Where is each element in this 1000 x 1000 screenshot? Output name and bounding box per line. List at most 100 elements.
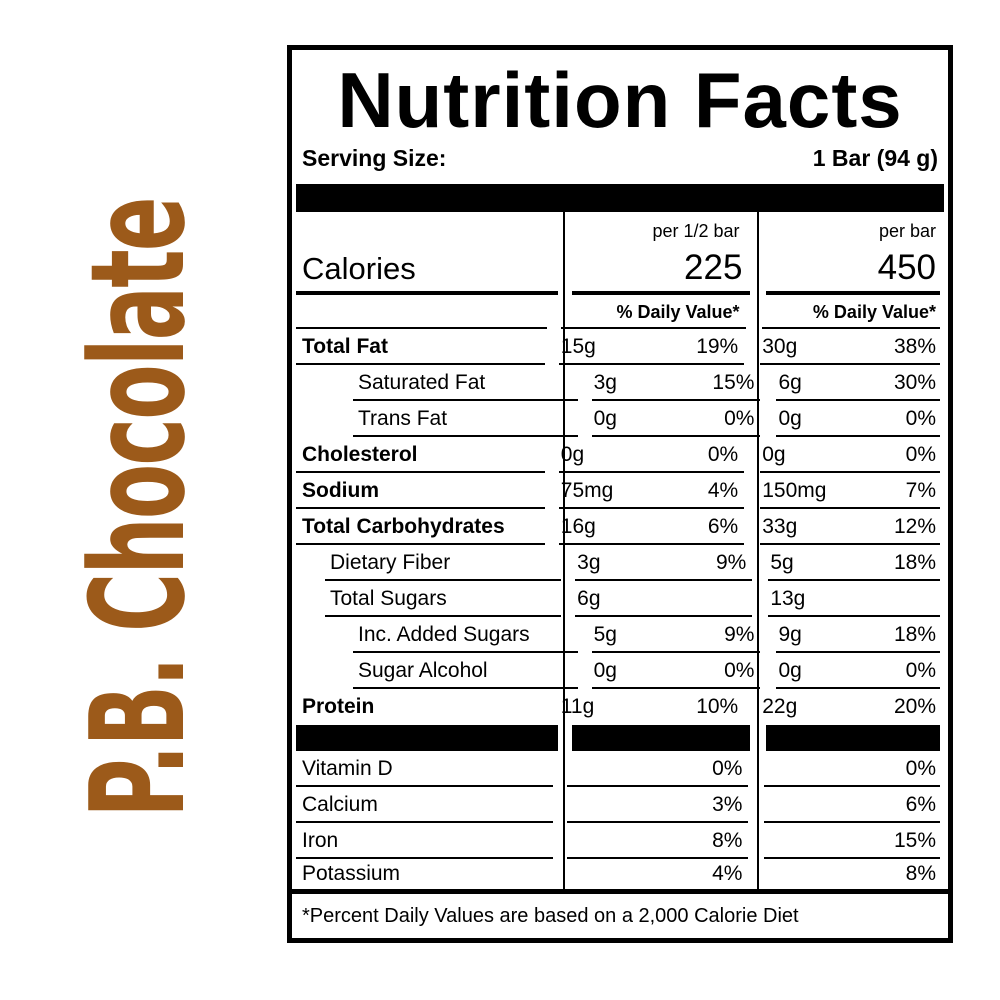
nutrient-row-sugar-alcohol: Sugar Alcohol 0g 0% 0g 0% [292, 653, 948, 689]
nutrient-amount: 11g [560, 695, 595, 718]
calories-label: Calories [302, 251, 416, 286]
micronutrient-row-iron: Iron 8% 15% [292, 823, 948, 859]
micronutrient-row-vitamin-d: Vitamin D 0% 0% [292, 751, 948, 787]
nutrient-dv: 38% [893, 335, 936, 358]
nutrient-amount: 150mg [762, 479, 827, 502]
nutrient-amount: 0g [593, 659, 617, 682]
serving-size-label: Serving Size: [302, 144, 447, 171]
nutrient-amount: 16g [560, 515, 596, 538]
nutrient-dv: 12% [893, 515, 936, 538]
nutrient-row-sodium: Sodium 75mg 4% 150mg 7% [292, 473, 948, 509]
nutrient-amount: 30g [762, 335, 798, 358]
thick-separator [292, 291, 948, 295]
nutrient-label: Inc. Added Sugars [358, 623, 530, 646]
column-header-half-bar: per 1/2 bar [652, 221, 740, 241]
nutrition-facts-label: Nutrition Facts Serving Size: 1 Bar (94 … [287, 45, 953, 943]
nutrient-amount: 9g [778, 623, 802, 646]
nutrient-amount: 6g [577, 587, 601, 610]
nutrient-row-trans-fat: Trans Fat 0g 0% 0g 0% [292, 401, 948, 437]
nutrient-table: per 1/2 bar per bar Calories 225 450 % D… [292, 212, 948, 894]
calories-row: Calories 225 450 [292, 244, 948, 291]
micronutrient-row-calcium: Calcium 3% 6% [292, 787, 948, 823]
nutrient-row-dietary-fiber: Dietary Fiber 3g 9% 5g 18% [292, 545, 948, 581]
nutrient-dv: 0% [712, 757, 743, 780]
nutrient-dv: 0% [724, 407, 755, 430]
nutrient-dv: 6% [905, 793, 937, 816]
micronutrient-row-potassium: Potassium 4% 8% [292, 859, 948, 889]
nutrient-dv: 8% [905, 862, 937, 885]
nutrient-row-saturated-fat: Saturated Fat 3g 15% 6g 30% [292, 365, 948, 401]
nutrient-amount: 0g [778, 659, 802, 682]
nutrient-label: Sugar Alcohol [358, 659, 488, 682]
nutrient-amount: 75mg [560, 479, 614, 502]
nutrient-amount: 0g [778, 407, 802, 430]
nutrient-dv: 20% [893, 695, 936, 718]
nutrient-row-total-fat: Total Fat 15g 19% 30g 38% [292, 329, 948, 365]
nutrient-dv: 0% [707, 443, 739, 466]
product-name-text: P.B. Chocolate [62, 198, 214, 818]
nutrient-label: Total Fat [302, 335, 388, 358]
nutrient-dv: 19% [696, 335, 739, 358]
nutrient-dv: 18% [893, 623, 936, 646]
serving-size-value: 1 Bar (94 g) [812, 144, 938, 171]
nutrient-dv: 9% [715, 551, 747, 574]
nutrient-dv: 0% [724, 659, 755, 682]
nutrient-row-protein: Protein 11g 10% 22g 20% [292, 689, 948, 725]
black-divider-bar-bottom [292, 725, 948, 751]
nutrient-dv: 3% [712, 793, 743, 816]
column-header-row: per 1/2 bar per bar [292, 212, 948, 244]
nutrient-dv: 0% [905, 757, 937, 780]
nutrient-label: Protein [302, 695, 375, 718]
footnote: *Percent Daily Values are based on a 2,0… [302, 905, 799, 927]
nutrient-amount: 13g [770, 587, 806, 610]
nutrient-amount: 33g [762, 515, 798, 538]
nutrient-dv: 15% [893, 829, 937, 852]
nutrient-dv: 9% [724, 623, 755, 646]
nutrient-label: Total Sugars [330, 587, 447, 610]
nutrient-dv: 7% [905, 479, 936, 502]
nutrient-dv: 8% [712, 829, 743, 852]
label-title: Nutrition Facts [337, 56, 903, 144]
column-header-full-bar: per bar [878, 221, 936, 241]
nutrient-dv: 10% [696, 695, 739, 718]
column-divider-2 [757, 212, 759, 889]
nutrient-row-cholesterol: Cholesterol 0g 0% 0g 0% [292, 437, 948, 473]
nutrient-amount: 3g [593, 371, 617, 394]
nutrient-amount: 0g [560, 443, 585, 466]
nutrient-row-total-sugars: Total Sugars 6g 13g [292, 581, 948, 617]
nutrient-dv: 15% [712, 371, 755, 394]
nutrient-dv: 0% [905, 659, 936, 682]
nutrient-label: Potassium [302, 862, 401, 885]
nutrient-label: Total Carbohydrates [302, 515, 505, 538]
nutrient-label: Calcium [302, 793, 378, 816]
nutrient-label: Iron [302, 829, 339, 852]
nutrient-label: Trans Fat [358, 407, 448, 430]
calories-full-bar: 450 [877, 248, 937, 287]
nutrient-label: Sodium [302, 479, 379, 502]
serving-size-row: Serving Size: 1 Bar (94 g) [292, 136, 948, 180]
nutrient-amount: 22g [762, 695, 798, 718]
nutrient-amount: 6g [778, 371, 802, 394]
nutrient-dv: 4% [712, 862, 743, 885]
thick-bottom-rule [292, 889, 948, 894]
black-divider-bar-top [296, 184, 944, 212]
nutrient-dv: 18% [893, 551, 936, 574]
nutrient-label: Vitamin D [302, 757, 393, 780]
nutrient-amount: 5g [770, 551, 794, 574]
nutrient-label: Dietary Fiber [330, 551, 451, 574]
daily-value-header-bar: % Daily Value* [754, 295, 948, 329]
daily-value-header-half: % Daily Value* [553, 295, 753, 329]
nutrient-amount: 15g [560, 335, 596, 358]
nutrient-row-total-carbohydrates: Total Carbohydrates 16g 6% 33g 12% [292, 509, 948, 545]
calories-half-bar: 225 [684, 248, 743, 287]
nutrient-dv: 0% [905, 443, 936, 466]
nutrient-amount: 0g [593, 407, 617, 430]
daily-value-header-row: % Daily Value* % Daily Value* [292, 295, 948, 329]
nutrient-dv: 6% [707, 515, 739, 538]
nutrient-label: Cholesterol [302, 443, 418, 466]
nutrient-dv: 0% [905, 407, 936, 430]
column-divider-1 [563, 212, 565, 889]
nutrient-label: Saturated Fat [358, 371, 486, 394]
nutrient-dv: 4% [707, 479, 739, 502]
